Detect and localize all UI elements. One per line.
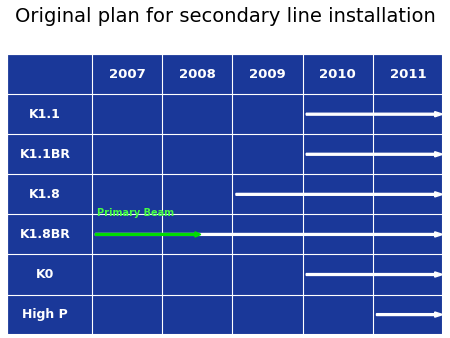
Text: K0: K0 (36, 268, 54, 281)
Text: Primary Beam: Primary Beam (98, 208, 175, 218)
Text: Original plan for secondary line installation: Original plan for secondary line install… (14, 7, 436, 26)
Text: 2007: 2007 (108, 68, 145, 81)
Text: 2011: 2011 (390, 68, 427, 81)
Text: 2008: 2008 (179, 68, 216, 81)
Text: K1.8BR: K1.8BR (20, 228, 71, 241)
Text: K1.8: K1.8 (29, 188, 61, 201)
Text: K1.1: K1.1 (29, 108, 61, 121)
Text: 2009: 2009 (249, 68, 286, 81)
Text: K1.1BR: K1.1BR (19, 148, 71, 161)
Text: High P: High P (22, 308, 68, 321)
Text: 2010: 2010 (320, 68, 356, 81)
